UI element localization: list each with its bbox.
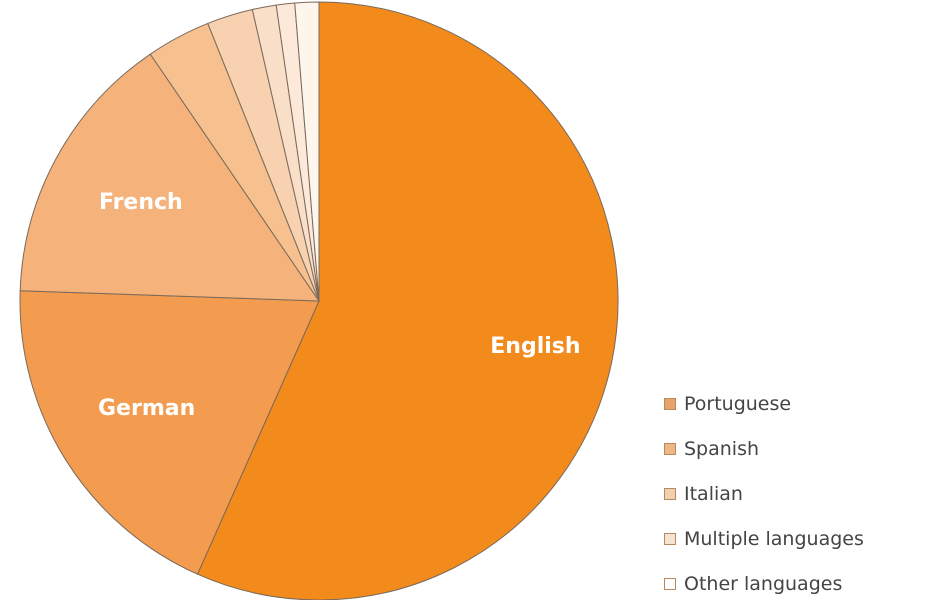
- legend-label-other-languages: Other languages: [684, 572, 843, 595]
- legend-label-multiple-languages: Multiple languages: [684, 527, 864, 550]
- legend-item-multiple-languages: Multiple languages: [664, 516, 936, 561]
- chart-legend: Portuguese Spanish Italian Multiple lang…: [664, 381, 936, 606]
- slice-label-german: German: [98, 396, 195, 421]
- pie-slice-other-languages: [294, 1, 320, 302]
- pie-slice-english: [196, 1, 619, 600]
- legend-item-italian: Italian: [664, 471, 936, 516]
- pie-slice-german: [19, 290, 320, 575]
- legend-item-spanish: Spanish: [664, 426, 936, 471]
- legend-label-portuguese: Portuguese: [684, 392, 792, 415]
- legend-item-portuguese: Portuguese: [664, 381, 936, 426]
- legend-swatch-spanish: [664, 442, 676, 455]
- legend-item-other-languages: Other languages: [664, 561, 936, 606]
- pie-slice-french: [19, 53, 320, 302]
- slice-label-french: French: [99, 190, 183, 215]
- legend-swatch-italian: [664, 487, 676, 500]
- legend-swatch-multiple-languages: [664, 532, 676, 545]
- legend-swatch-other-languages: [664, 577, 676, 590]
- slice-label-english: English: [490, 334, 580, 359]
- legend-label-italian: Italian: [684, 482, 743, 505]
- legend-label-spanish: Spanish: [684, 437, 760, 460]
- legend-swatch-portuguese: [664, 397, 676, 410]
